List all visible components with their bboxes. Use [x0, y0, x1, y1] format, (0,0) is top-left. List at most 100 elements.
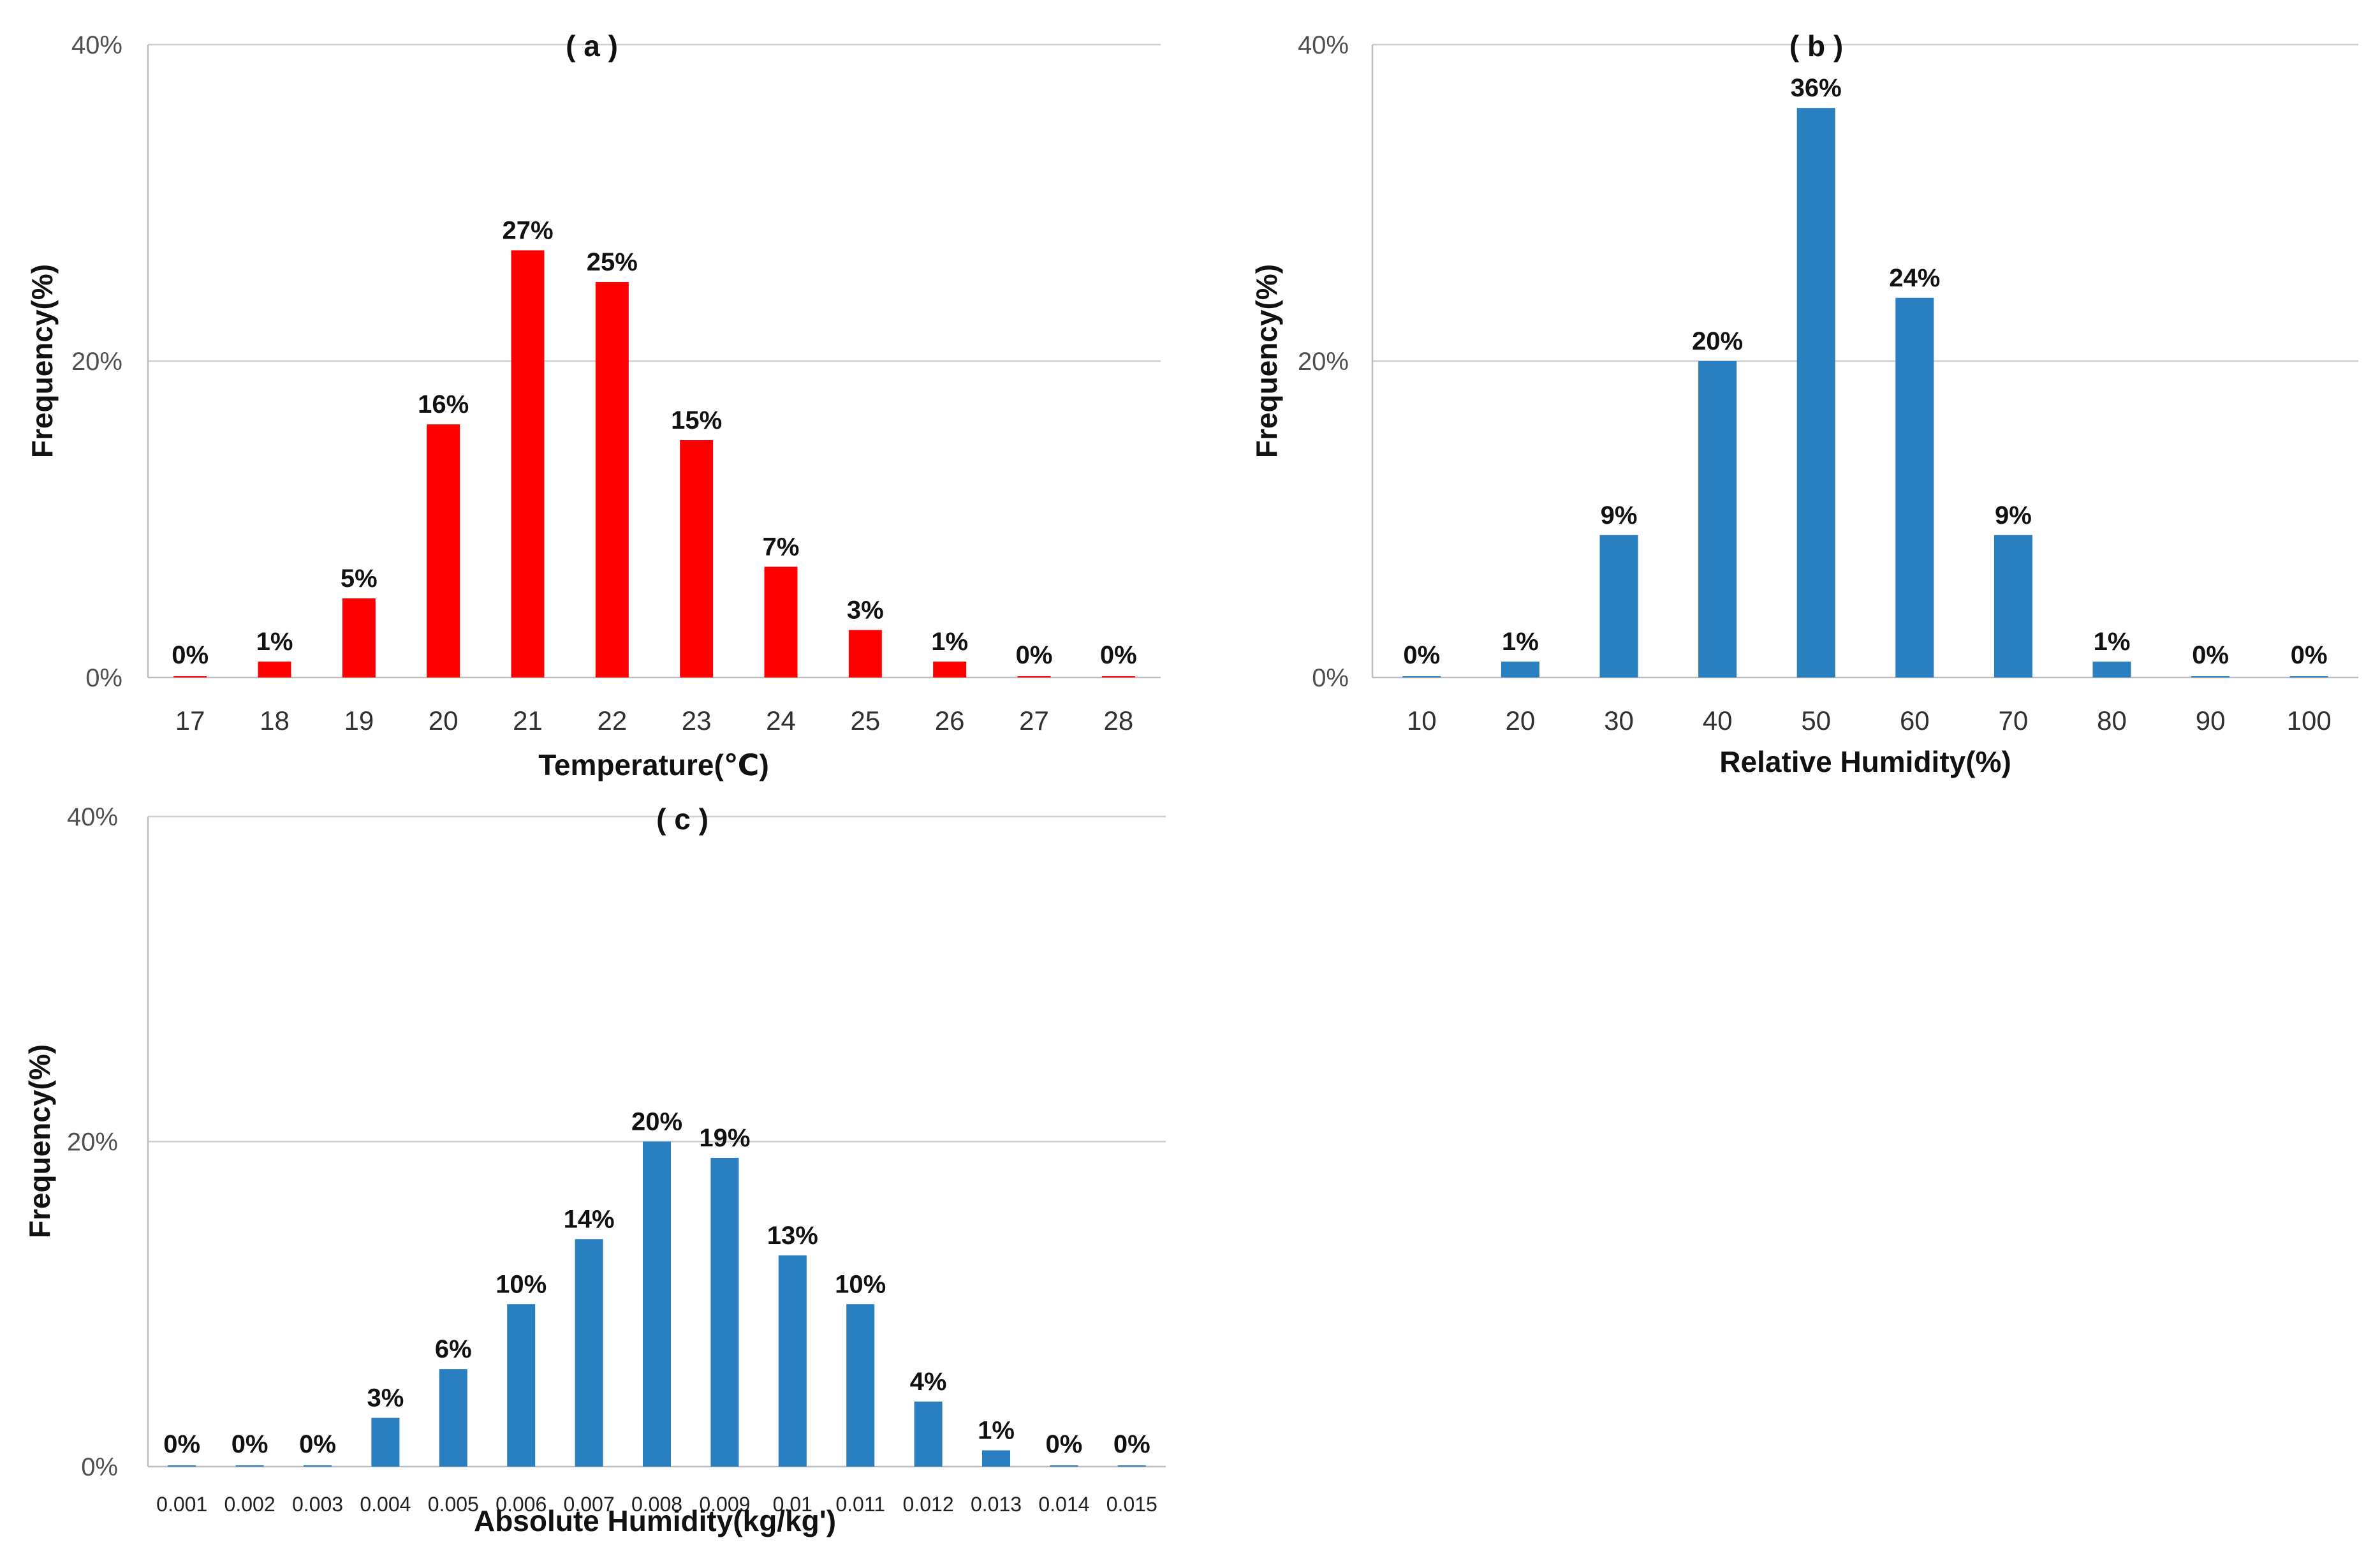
- bar-0.014: [1050, 1465, 1078, 1467]
- bar-50: [1796, 108, 1835, 677]
- data-label: 25%: [587, 248, 638, 276]
- bar-22: [595, 282, 629, 677]
- panel-title: ( b ): [1789, 29, 1843, 63]
- bar-0.004: [371, 1417, 400, 1467]
- bar-24: [764, 566, 798, 677]
- bar-23: [680, 440, 714, 677]
- bar-20: [427, 424, 460, 677]
- data-label: 19%: [699, 1124, 750, 1152]
- data-label: 3%: [847, 596, 884, 625]
- data-label: 0%: [1403, 641, 1440, 669]
- x-tick-label: 0.008: [631, 1493, 682, 1516]
- y-tick-label: 0%: [1312, 664, 1349, 692]
- chart-panel-a: 0% 20% 40% 0% 17 1% 18 5% 19 16% 20 27% 21 25% 22 15% 23…: [26, 29, 1161, 781]
- x-tick-label: 0.006: [496, 1493, 547, 1516]
- x-tick-label: 100: [2287, 706, 2332, 736]
- y-tick-label: 0%: [81, 1453, 118, 1481]
- x-tick-label: 40: [1703, 706, 1733, 736]
- data-label: 10%: [835, 1270, 886, 1298]
- x-tick-label: 20: [1506, 706, 1536, 736]
- x-tick-label: 17: [175, 706, 205, 736]
- data-label: 13%: [767, 1222, 818, 1250]
- data-label: 0%: [1016, 641, 1053, 669]
- bar-21: [511, 250, 545, 677]
- data-label: 9%: [1995, 501, 2032, 529]
- chart-panel-c: 0% 20% 40% 0% 0.001 0% 0.002 0% 0.003 3% 0.004 6% 0.…: [23, 803, 1166, 1537]
- data-label: 0%: [172, 641, 209, 669]
- data-label: 0%: [163, 1430, 200, 1458]
- bar-0.005: [439, 1369, 467, 1467]
- x-tick-label: 50: [1801, 706, 1831, 736]
- x-tick-label: 27: [1019, 706, 1049, 736]
- panel-title: ( a ): [566, 29, 618, 63]
- x-tick-label: 0.002: [224, 1493, 275, 1516]
- x-tick-label: 0.004: [360, 1493, 411, 1516]
- x-tick-label: 0.012: [903, 1493, 954, 1516]
- data-label: 1%: [1502, 628, 1539, 656]
- data-label: 1%: [2094, 628, 2131, 656]
- data-label: 3%: [367, 1384, 404, 1412]
- bar-0.015: [1117, 1465, 1146, 1467]
- x-tick-label: 24: [766, 706, 796, 736]
- x-tick-label: 30: [1604, 706, 1634, 736]
- x-tick-label: 70: [1999, 706, 2029, 736]
- x-tick-label: 26: [935, 706, 965, 736]
- y-tick-label: 20%: [71, 348, 122, 376]
- bar-0.01: [778, 1255, 807, 1467]
- data-label: 0%: [2192, 641, 2229, 669]
- y-tick-label: 20%: [1298, 348, 1349, 376]
- x-axis-title: Relative Humidity(%): [1719, 745, 2011, 778]
- bar-26: [933, 662, 967, 677]
- x-tick-label: 0.011: [835, 1493, 885, 1516]
- data-label: 0%: [1045, 1430, 1082, 1458]
- x-tick-label: 20: [429, 706, 459, 736]
- x-tick-label: 0.003: [292, 1493, 343, 1516]
- bar-18: [258, 662, 291, 677]
- y-tick-label: 20%: [67, 1128, 118, 1157]
- bar-10: [1402, 676, 1441, 677]
- bar-0.007: [575, 1239, 603, 1467]
- data-label: 20%: [631, 1108, 682, 1136]
- data-label: 20%: [1692, 327, 1743, 355]
- x-tick-label: 90: [2196, 706, 2226, 736]
- bar-90: [2191, 676, 2230, 677]
- data-label: 14%: [564, 1205, 615, 1233]
- bar-0.009: [710, 1157, 739, 1467]
- x-tick-label: 0.015: [1106, 1493, 1157, 1516]
- bar-60: [1895, 297, 1934, 677]
- x-tick-label: 10: [1407, 706, 1437, 736]
- bar-28: [1101, 676, 1135, 677]
- bar-19: [342, 598, 376, 677]
- panel-title: ( c ): [656, 803, 709, 836]
- data-label: 6%: [435, 1335, 472, 1363]
- y-tick-label: 40%: [1298, 31, 1349, 59]
- data-label: 5%: [341, 565, 378, 593]
- bar-30: [1599, 535, 1638, 677]
- bar-0.012: [914, 1402, 943, 1467]
- x-tick-label: 18: [260, 706, 290, 736]
- bar-100: [2289, 676, 2328, 677]
- x-tick-label: 28: [1103, 706, 1133, 736]
- y-axis-title: Frequency(%): [26, 264, 59, 458]
- chart-panel-b: 0% 20% 40% 0% 10 1% 20 9% 30 20% 40 36% 50 24% 60 9% 70 1…: [1250, 29, 2358, 778]
- x-tick-label: 0.007: [564, 1493, 615, 1516]
- y-tick-label: 40%: [71, 31, 122, 59]
- x-tick-label: 0.013: [971, 1493, 1022, 1516]
- data-label: 9%: [1601, 501, 1638, 529]
- bar-0.006: [507, 1304, 536, 1467]
- bar-40: [1698, 361, 1737, 677]
- bar-25: [848, 630, 882, 677]
- data-label: 24%: [1889, 264, 1940, 292]
- bar-0.008: [643, 1141, 671, 1467]
- data-label: 1%: [978, 1417, 1015, 1445]
- x-tick-label: 23: [682, 706, 712, 736]
- data-label: 36%: [1791, 74, 1842, 102]
- data-label: 4%: [910, 1368, 947, 1396]
- x-tick-label: 0.01: [773, 1493, 812, 1516]
- data-label: 0%: [1113, 1430, 1150, 1458]
- x-tick-label: 22: [597, 706, 627, 736]
- x-tick-label: 19: [344, 706, 374, 736]
- data-label: 0%: [231, 1430, 268, 1458]
- bar-17: [173, 676, 207, 677]
